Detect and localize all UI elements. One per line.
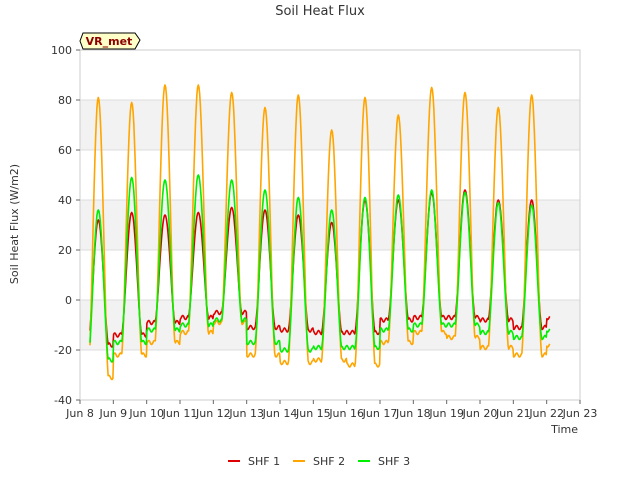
- grid-band: [80, 150, 580, 200]
- y-axis-label: Soil Heat Flux (W/m2): [8, 164, 21, 284]
- grid-band: [80, 50, 580, 100]
- y-tick-label: 80: [58, 94, 72, 107]
- x-axis-label: Time: [550, 423, 578, 436]
- x-tick-label: Jun 12: [195, 407, 231, 420]
- x-tick-label: Jun 11: [162, 407, 198, 420]
- grid-band: [80, 250, 580, 300]
- y-tick-label: 40: [58, 194, 72, 207]
- x-tick-label: Jun 16: [328, 407, 364, 420]
- grid-band: [80, 300, 580, 350]
- legend: SHF 1 SHF 2 SHF 3: [228, 455, 410, 468]
- y-tick-label: 60: [58, 144, 72, 157]
- x-tick-label: Jun 13: [228, 407, 264, 420]
- x-tick-label: Jun 20: [462, 407, 498, 420]
- x-tick-label: Jun 18: [395, 407, 431, 420]
- series-layer: [89, 84, 551, 381]
- vr-met-badge: VR_met: [79, 32, 141, 50]
- legend-label: SHF 3: [378, 455, 410, 468]
- x-tick-label: Jun 22: [528, 407, 564, 420]
- x-tick-label: Jun 23: [562, 407, 598, 420]
- x-tick-label: Jun 14: [262, 407, 298, 420]
- badge-label: VR_met: [86, 35, 133, 48]
- y-tick-label: -40: [54, 394, 72, 407]
- plot-frame: [79, 49, 581, 401]
- y-tick-label: -20: [54, 344, 72, 357]
- y-tick-label: 20: [58, 244, 72, 257]
- x-tick-label: Jun 9: [98, 407, 127, 420]
- legend-label: SHF 1: [248, 455, 280, 468]
- x-tick-label: Jun 17: [362, 407, 398, 420]
- series-line-shf-3: [89, 174, 551, 363]
- chart-title: Soil Heat Flux: [275, 4, 365, 19]
- y-tick-label: 0: [65, 294, 72, 307]
- x-tick-label: Jun 19: [428, 407, 464, 420]
- x-tick-label: Jun 10: [128, 407, 164, 420]
- grid-band: [80, 350, 580, 400]
- x-tick-label: Jun 8: [65, 407, 94, 420]
- legend-label: SHF 2: [313, 455, 345, 468]
- y-tick-label: 100: [51, 44, 72, 57]
- x-tick-label: Jun 15: [295, 407, 331, 420]
- x-tick-label: Jun 21: [495, 407, 531, 420]
